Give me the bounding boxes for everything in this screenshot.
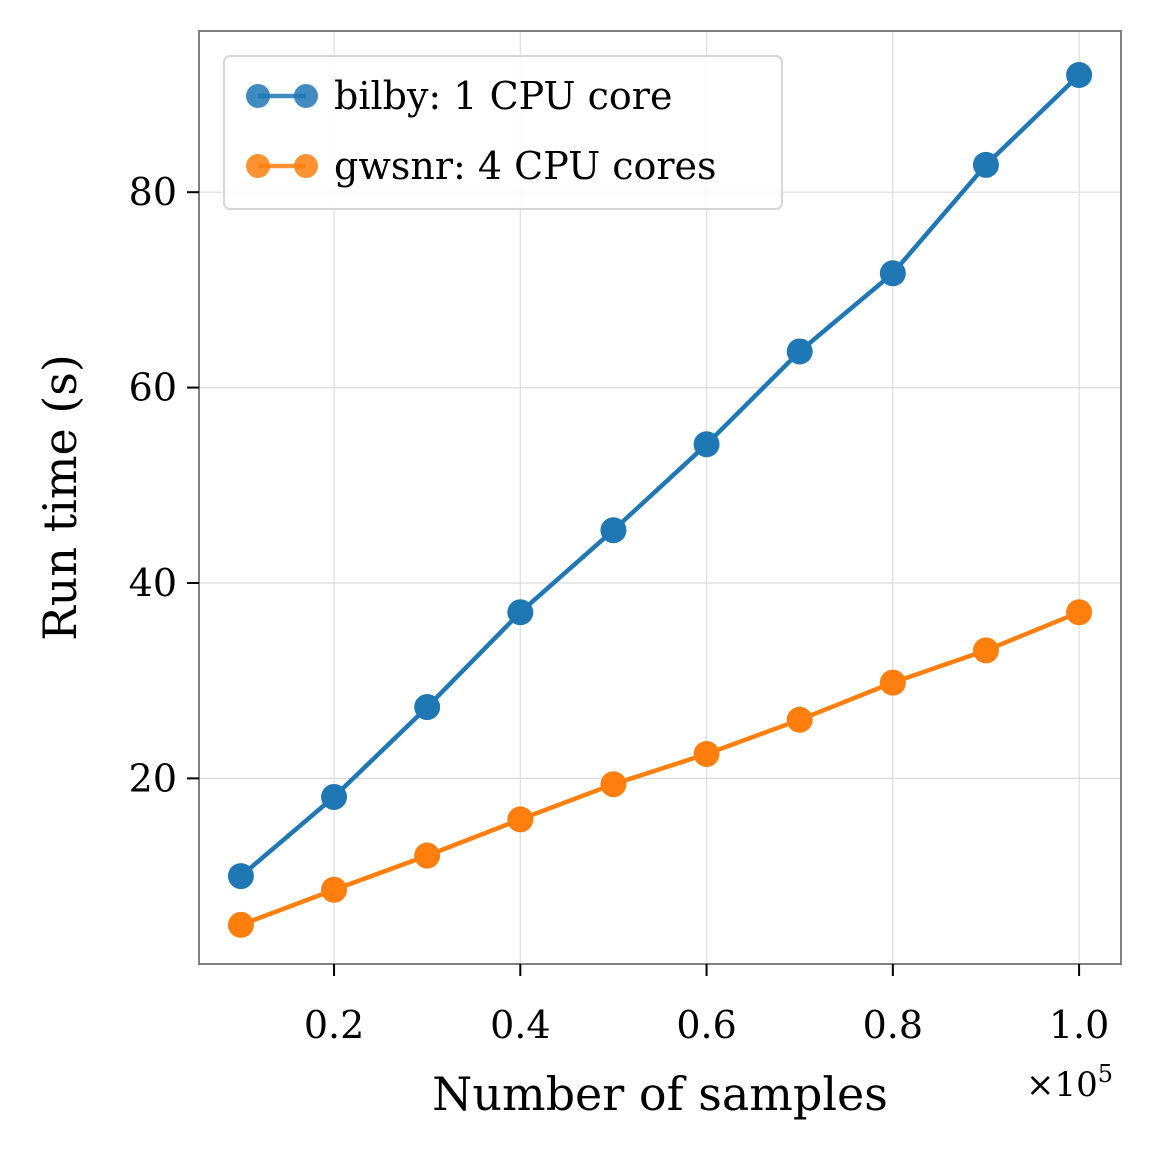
x-axis-offset-exponent: 5 xyxy=(1098,1060,1113,1088)
legend-label-1: gwsnr: 4 CPU cores xyxy=(334,144,717,188)
series-1-point-2 xyxy=(414,842,441,869)
series-line-1 xyxy=(238,610,1082,928)
x-tick-label-1: 0.4 xyxy=(490,1003,550,1047)
x-tick-label-4: 1.0 xyxy=(1049,1003,1109,1047)
legend-box xyxy=(223,55,783,210)
series-line-0 xyxy=(238,72,1082,879)
y-tick-label-0: 20 xyxy=(129,756,177,800)
series-1 xyxy=(227,599,1093,938)
legend-marker-1-a xyxy=(246,154,270,178)
series-0-point-2 xyxy=(414,694,441,721)
legend-items: bilby: 1 CPU core gwsnr: 4 CPU cores xyxy=(246,74,717,188)
series-1-point-6 xyxy=(786,706,813,733)
series-group xyxy=(227,61,1093,938)
series-0-point-9 xyxy=(1066,61,1093,88)
x-tick-label-2: 0.6 xyxy=(676,1003,736,1047)
series-0-point-1 xyxy=(321,783,348,810)
x-tick-label-0: 0.2 xyxy=(304,1003,364,1047)
legend: bilby: 1 CPU core gwsnr: 4 CPU cores xyxy=(223,55,783,210)
series-0-point-0 xyxy=(227,863,254,890)
series-0 xyxy=(227,61,1093,890)
x-axis-offset-base: ×10 xyxy=(1026,1065,1098,1105)
series-0-point-7 xyxy=(879,260,906,287)
x-axis-offset-label: ×105 xyxy=(1026,1060,1113,1105)
series-1-point-8 xyxy=(972,637,999,664)
legend-item-0: bilby: 1 CPU core xyxy=(246,74,672,118)
series-0-point-5 xyxy=(693,431,720,458)
series-0-point-3 xyxy=(507,599,534,626)
legend-label-0: bilby: 1 CPU core xyxy=(334,74,672,118)
y-tick-label-2: 60 xyxy=(129,366,177,410)
legend-marker-0-a xyxy=(246,84,270,108)
plot-area-frame xyxy=(198,30,1122,965)
y-axis-label: Run time (s) xyxy=(33,354,87,641)
series-1-point-5 xyxy=(693,740,720,767)
legend-marker-0-b xyxy=(294,84,318,108)
series-1-point-4 xyxy=(600,771,627,798)
series-0-point-4 xyxy=(600,517,627,544)
y-tick-label-3: 80 xyxy=(129,170,177,214)
series-0-point-8 xyxy=(972,151,999,178)
y-tick-label-1: 40 xyxy=(129,561,177,605)
series-1-point-1 xyxy=(321,876,348,903)
legend-marker-1-b xyxy=(294,154,318,178)
legend-item-1: gwsnr: 4 CPU cores xyxy=(246,144,717,188)
series-0-point-6 xyxy=(786,338,813,365)
series-1-point-9 xyxy=(1066,599,1093,626)
axis-ticks: 0.2 0.4 0.6 0.8 1.0 20 40 60 80 xyxy=(129,170,1110,1047)
series-1-point-3 xyxy=(507,806,534,833)
x-tick-label-3: 0.8 xyxy=(863,1003,923,1047)
series-1-point-0 xyxy=(227,911,254,938)
x-axis-label: Number of samples xyxy=(432,1067,888,1121)
series-1-point-7 xyxy=(879,669,906,696)
